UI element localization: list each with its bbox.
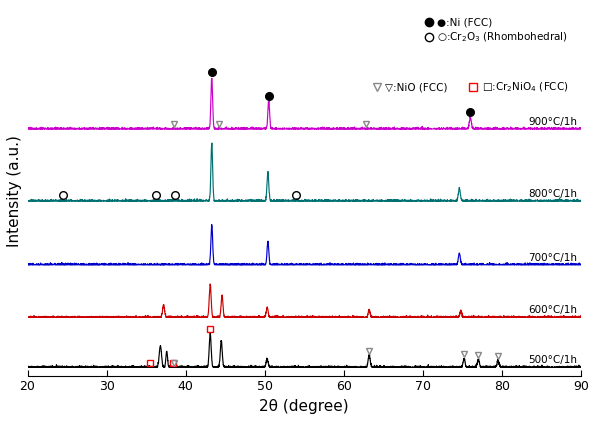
Text: 600°C/1h: 600°C/1h <box>528 305 577 315</box>
Legend: ▽:NiO (FCC), □:Cr$_2$NiO$_4$ (FCC): ▽:NiO (FCC), □:Cr$_2$NiO$_4$ (FCC) <box>369 79 570 96</box>
Text: 500°C/1h: 500°C/1h <box>528 355 577 365</box>
Text: 800°C/1h: 800°C/1h <box>528 189 577 199</box>
Text: 900°C/1h: 900°C/1h <box>528 117 577 127</box>
Y-axis label: Intensity (a.u.): Intensity (a.u.) <box>7 136 22 247</box>
X-axis label: 2θ (degree): 2θ (degree) <box>259 399 349 414</box>
Text: 700°C/1h: 700°C/1h <box>528 253 577 263</box>
